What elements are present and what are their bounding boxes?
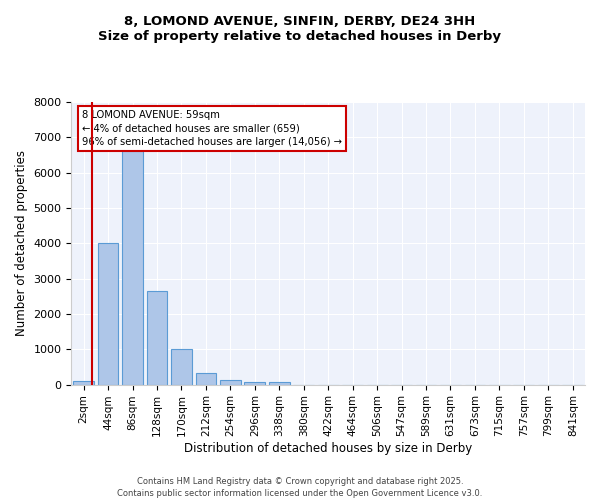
Text: 8 LOMOND AVENUE: 59sqm
← 4% of detached houses are smaller (659)
96% of semi-det: 8 LOMOND AVENUE: 59sqm ← 4% of detached …: [82, 110, 341, 147]
Bar: [122, 152, 143, 384]
Bar: [220, 380, 241, 384]
Y-axis label: Number of detached properties: Number of detached properties: [15, 150, 28, 336]
Bar: [98, 244, 118, 384]
Bar: [171, 350, 192, 384]
Bar: [244, 382, 265, 384]
Bar: [196, 374, 217, 384]
Text: Contains HM Land Registry data © Crown copyright and database right 2025.
Contai: Contains HM Land Registry data © Crown c…: [118, 476, 482, 498]
X-axis label: Distribution of detached houses by size in Derby: Distribution of detached houses by size …: [184, 442, 472, 455]
Text: 8, LOMOND AVENUE, SINFIN, DERBY, DE24 3HH
Size of property relative to detached : 8, LOMOND AVENUE, SINFIN, DERBY, DE24 3H…: [98, 15, 502, 43]
Bar: [269, 382, 290, 384]
Bar: [146, 291, 167, 384]
Bar: [73, 381, 94, 384]
